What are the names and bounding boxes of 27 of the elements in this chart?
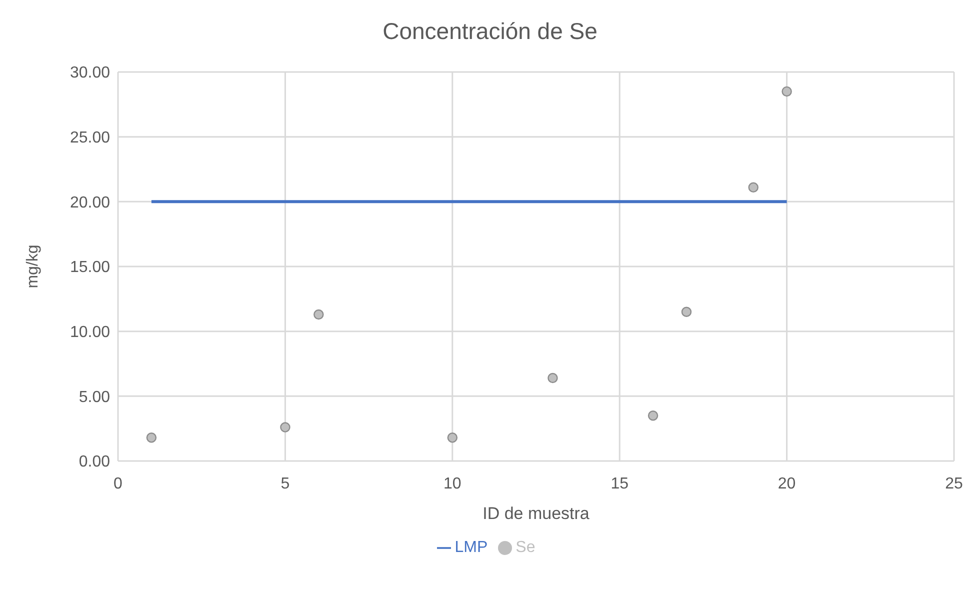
legend-label: LMP: [454, 539, 488, 556]
point: [280, 422, 290, 432]
x-tick-label: 10: [444, 475, 462, 492]
y-axis-title: mg/kg: [24, 244, 42, 288]
y-tick-label: 10.00: [70, 324, 110, 342]
x-axis-title: ID de muestra: [482, 504, 590, 523]
x-tick-label: 0: [114, 475, 123, 492]
y-tick-label: 25.00: [70, 130, 110, 147]
point: [447, 432, 458, 443]
point: [681, 306, 692, 317]
y-tick-label: 5.00: [78, 388, 110, 406]
legend-label: Se: [516, 539, 536, 556]
y-tick-label: 0.00: [78, 454, 110, 471]
chart-title: Concentración de Se: [382, 18, 598, 45]
y-tick-label: 20.00: [70, 194, 110, 212]
point: [782, 86, 792, 97]
point: [548, 372, 558, 384]
y-tick-label: 30.00: [70, 64, 110, 82]
x-tick-label: 5: [280, 475, 290, 492]
x-tick-label: 25: [945, 475, 963, 492]
x-tick-label: 15: [610, 475, 629, 492]
point: [648, 410, 658, 421]
x-tick-label: 20: [778, 475, 796, 492]
point: [146, 432, 157, 443]
y-tick-label: 15.00: [70, 259, 110, 276]
point: [748, 182, 758, 193]
point: [314, 309, 324, 320]
